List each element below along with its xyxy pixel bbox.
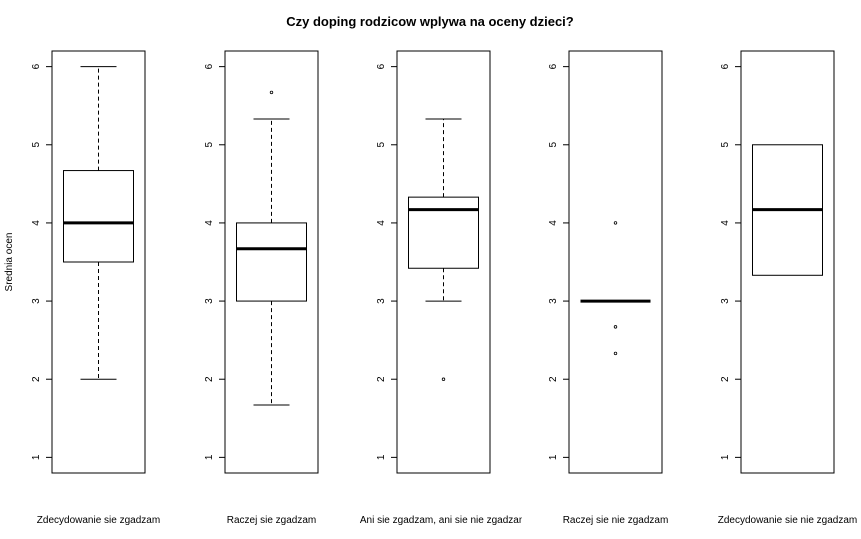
panel-frame (740, 50, 835, 474)
category-label: Zdecydowanie sie nie zgadzam (718, 515, 858, 526)
y-tick-label: 2 (720, 376, 731, 382)
panel-frame (568, 50, 663, 474)
y-tick-label: 6 (376, 63, 387, 69)
panel-1: 1 2 3 4 5 6 Zdecydowanie sie zgadzam (31, 50, 160, 526)
panel-frame (396, 50, 491, 474)
y-tick-label: 4 (31, 220, 42, 226)
y-tick-label: 1 (31, 454, 42, 460)
panel-4: 1 2 3 4 5 6 Raczej sie nie zgadzam (548, 50, 669, 526)
panels: 1 2 3 4 5 6 Zdecydowanie sie zgadzam 1 2 3 4 5 6 Racz… (31, 50, 858, 526)
y-tick-label: 6 (31, 63, 42, 69)
y-tick-label: 2 (31, 376, 42, 382)
y-tick-label: 3 (548, 298, 559, 304)
y-tick-label: 3 (31, 298, 42, 304)
y-tick-label: 1 (720, 454, 731, 460)
panel-frame (224, 50, 319, 474)
y-tick-label: 5 (376, 142, 387, 148)
y-tick-label: 6 (548, 63, 559, 69)
y-tick-label: 4 (720, 220, 731, 226)
y-tick-label: 4 (204, 220, 215, 226)
y-tick-label: 2 (548, 376, 559, 382)
y-tick-label: 6 (204, 63, 215, 69)
y-tick-label: 5 (720, 142, 731, 148)
category-label: Zdecydowanie sie zgadzam (37, 515, 160, 526)
category-label: Raczej sie zgadzam (227, 515, 316, 526)
iqr-box (63, 170, 134, 263)
y-tick-label: 1 (204, 454, 215, 460)
y-tick-label: 5 (31, 142, 42, 148)
outlier-point (269, 90, 274, 95)
y-tick-label: 4 (548, 220, 559, 226)
category-label: Raczej sie nie zgadzam (563, 515, 669, 526)
y-tick-label: 2 (204, 376, 215, 382)
y-tick-label: 1 (376, 454, 387, 460)
chart-title: Czy doping rodzicow wplywa na oceny dzie… (286, 14, 574, 29)
panel-5: 1 2 3 4 5 6 Zdecydowanie sie nie zgadzam (718, 50, 858, 526)
y-tick-label: 5 (548, 142, 559, 148)
panel-3: 1 2 3 4 5 6 Ani sie zgadzam, ani sie nie zgadz… (360, 50, 527, 526)
y-tick-label: 3 (204, 298, 215, 304)
iqr-box (408, 196, 479, 269)
outlier-point (613, 325, 618, 329)
outlier-point (613, 221, 618, 225)
y-tick-label: 6 (720, 63, 731, 69)
panel-frame (51, 50, 146, 474)
y-tick-label: 3 (720, 298, 731, 304)
y-tick-label: 5 (204, 142, 215, 148)
y-axis-label: Srednia ocen (4, 233, 15, 292)
y-tick-label: 1 (548, 454, 559, 460)
panel-2: 1 2 3 4 5 6 Raczej sie zgadzam (204, 50, 319, 526)
y-tick-label: 2 (376, 376, 387, 382)
iqr-box (236, 222, 307, 302)
y-tick-label: 3 (376, 298, 387, 304)
outlier-point (441, 377, 446, 381)
outlier-point (613, 351, 618, 356)
category-label: Ani sie zgadzam, ani sie nie zgadzam (360, 515, 527, 526)
y-tick-label: 4 (376, 220, 387, 226)
